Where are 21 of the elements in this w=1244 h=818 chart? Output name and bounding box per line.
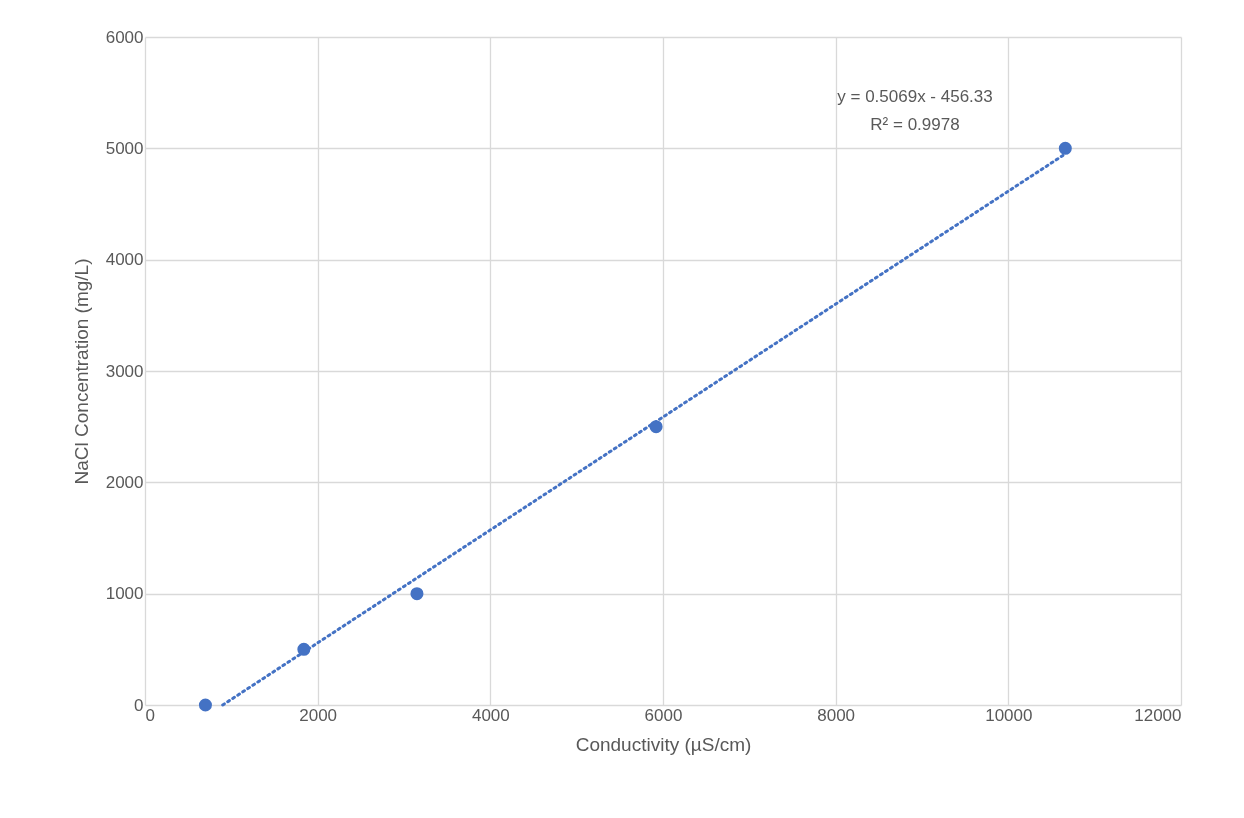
x-tick-label: 2000 bbox=[299, 705, 338, 725]
annotation: R² = 0.9978 bbox=[870, 115, 960, 134]
point bbox=[297, 642, 311, 656]
x-tick-label: 6000 bbox=[644, 705, 683, 725]
y-tick-label: 1000 bbox=[105, 584, 144, 604]
y-tick-label: 6000 bbox=[105, 27, 144, 47]
y-tick-label: 3000 bbox=[105, 361, 144, 381]
x-tick-label: 8000 bbox=[817, 705, 856, 725]
y-axis-title: NaCl Concentration (mg/L) bbox=[70, 258, 92, 485]
y-tick-label: 5000 bbox=[105, 138, 144, 158]
x-tick-label: 10000 bbox=[985, 705, 1033, 725]
point bbox=[410, 587, 424, 601]
y-tick-label: 2000 bbox=[105, 472, 144, 492]
x-tick-label: 4000 bbox=[471, 705, 510, 725]
y-tick-label: 4000 bbox=[105, 250, 144, 270]
annotation: y = 0.5069x - 456.33 bbox=[837, 87, 993, 106]
point bbox=[198, 698, 212, 712]
x-tick-label: 12000 bbox=[1134, 705, 1182, 725]
point bbox=[649, 420, 663, 434]
point bbox=[1058, 141, 1072, 155]
x-axis-title: Conductivity (µS/cm) bbox=[575, 733, 752, 755]
